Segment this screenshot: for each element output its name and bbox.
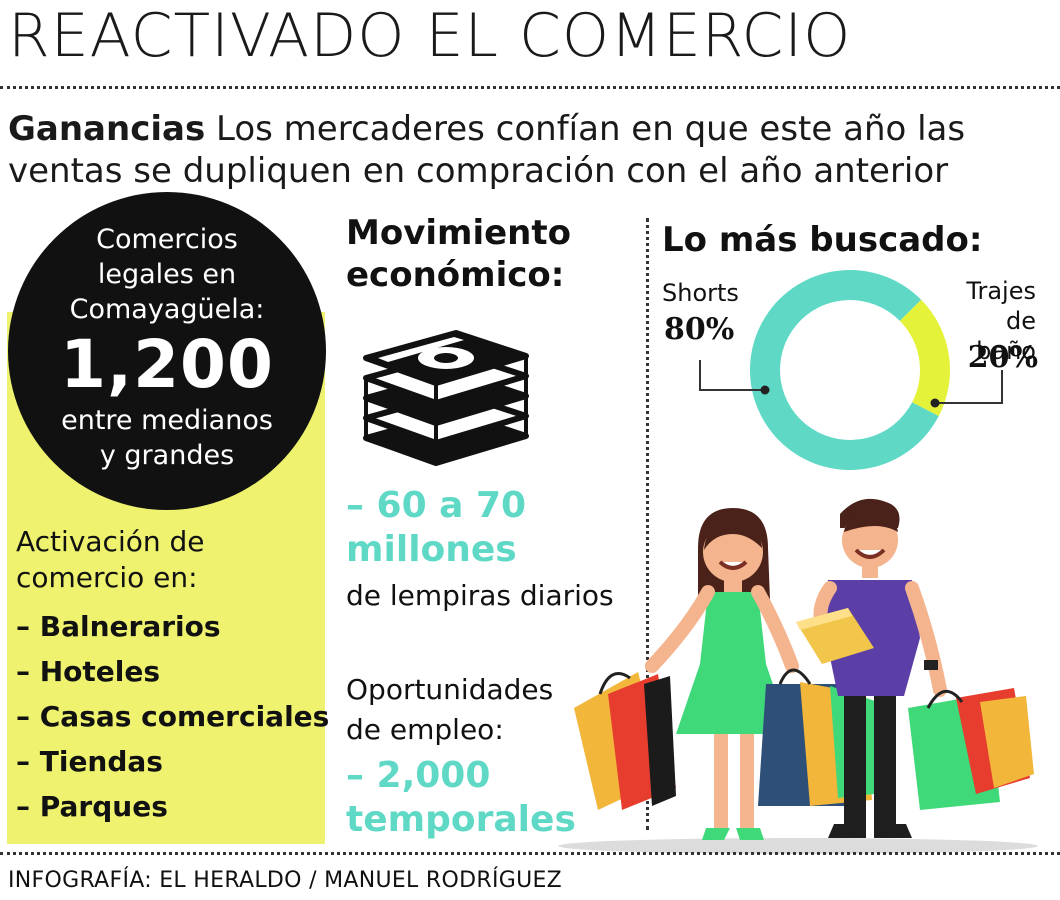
amount-description: de lempiras diarios	[346, 579, 614, 612]
activacion-list: – Balnerarios – Hoteles – Casas comercia…	[16, 604, 330, 829]
legend-shorts-label: Shorts	[662, 279, 739, 307]
amount-line1: – 60 a 70	[346, 485, 527, 526]
movimiento-amount: – 60 a 70 millones	[346, 484, 526, 572]
comercios-line2: legales en	[97, 259, 237, 290]
comercios-circle: Comercios legales en Comayagüela: 1,200 …	[8, 192, 326, 510]
empleo-amount: – 2,000 temporales	[346, 754, 576, 842]
subtitle: Ganancias Los mercaderes confían en que …	[8, 108, 1048, 192]
movimiento-title-1: Movimiento	[346, 213, 571, 253]
activacion-block: Activación de comercio en: – Balnerarios…	[16, 524, 330, 829]
activacion-label-1: Activación de	[16, 525, 205, 558]
comercios-line1: Comercios	[96, 224, 238, 255]
title-divider	[0, 86, 1060, 89]
comercios-line5: y grandes	[99, 440, 235, 471]
activacion-label-2: comercio en:	[16, 561, 198, 594]
list-item: – Tiendas	[16, 745, 163, 778]
legend-trajes-label: Trajes de baño	[966, 277, 1036, 365]
comercios-line3: Comayagüela:	[69, 294, 265, 325]
amount-line2: millones	[346, 529, 517, 570]
comercios-number: 1,200	[60, 326, 274, 403]
list-item: – Parques	[16, 790, 168, 823]
legend-shorts-value: 80%	[664, 312, 735, 347]
subtitle-bold: Ganancias	[8, 109, 206, 149]
list-item: – Hoteles	[16, 655, 161, 688]
legend-trajes-value: 20%	[967, 340, 1038, 375]
comercios-line4: entre medianos	[61, 405, 273, 436]
empleo-line3: – 2,000	[346, 755, 491, 796]
shoppers-illustration-icon	[558, 498, 1038, 854]
list-item: – Balnerarios	[16, 610, 221, 643]
chart-title: Lo más buscado:	[662, 220, 983, 260]
movimiento-title-2: económico:	[346, 255, 565, 295]
donut-chart	[699, 270, 1003, 471]
page-title: REACTIVADO EL COMERCIO	[8, 1, 852, 71]
credit-text: INFOGRAFÍA: EL HERALDO / MANUEL RODRÍGUE…	[8, 868, 563, 893]
movimiento-title: Movimiento económico:	[346, 212, 571, 296]
empleo-label: Oportunidades de empleo:	[346, 670, 553, 750]
empleo-line4: temporales	[346, 799, 576, 840]
column-divider	[646, 218, 649, 830]
empleo-line1: Oportunidades	[346, 673, 554, 706]
list-item: – Casas comerciales	[16, 700, 330, 733]
subtitle-text: Los mercaderes confían en que este año l…	[8, 109, 966, 191]
footer-divider	[0, 852, 1060, 855]
money-stack-icon	[363, 330, 529, 466]
donut-slice-shorts	[749, 270, 939, 471]
empleo-line2: de empleo:	[346, 713, 504, 746]
donut-slice-trajes-de-ba-o	[899, 299, 950, 417]
